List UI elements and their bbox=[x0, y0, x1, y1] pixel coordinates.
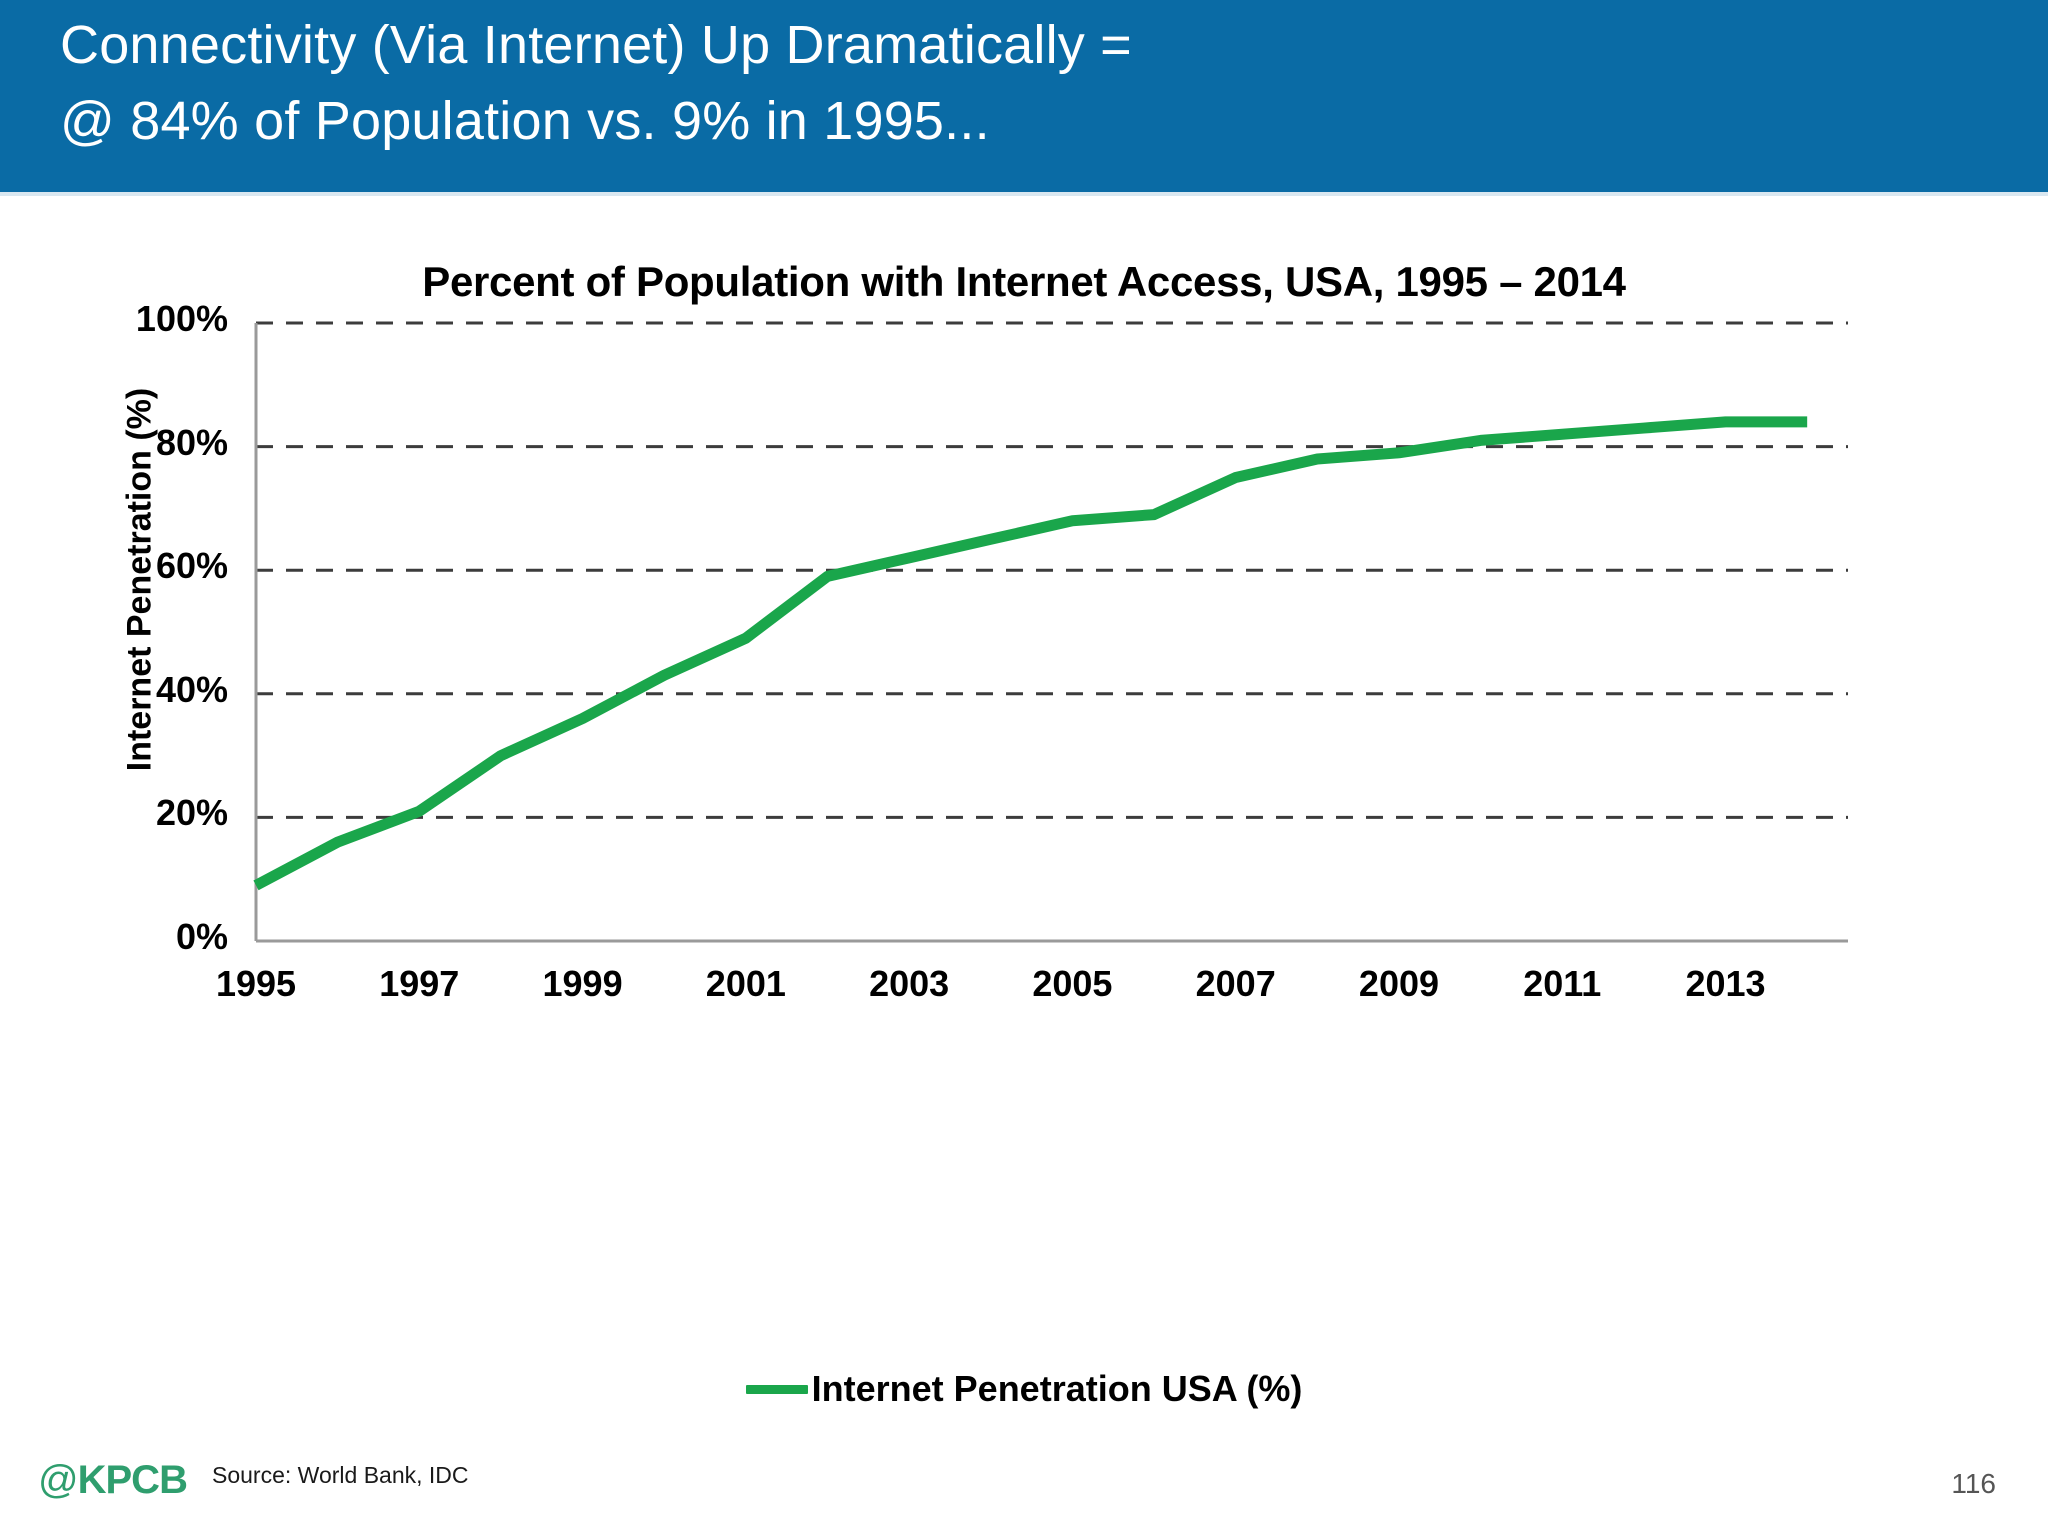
x-tick-label: 1997 bbox=[379, 963, 460, 1004]
x-tick-label: 2005 bbox=[1032, 963, 1113, 1004]
y-tick-label: 100% bbox=[135, 298, 228, 339]
legend-swatch-icon bbox=[745, 1384, 808, 1394]
y-tick-label: 20% bbox=[155, 792, 228, 834]
slide-title-line-2: @ 84% of Population vs. 9% in 1995... bbox=[60, 91, 990, 151]
y-tick-label: 0% bbox=[175, 916, 228, 957]
series-group bbox=[253, 416, 1808, 891]
x-tick-label: 2003 bbox=[869, 963, 950, 1004]
y-tick-label: 40% bbox=[155, 668, 228, 710]
page-number: 116 bbox=[1951, 1468, 1996, 1499]
slide-title-line-1: Connectivity (Via Internet) Up Dramatica… bbox=[60, 15, 1132, 75]
x-tick-label: 1999 bbox=[542, 963, 623, 1004]
slide-header-banner: Connectivity (Via Internet) Up Dramatica… bbox=[0, 0, 2048, 192]
chart-title: Percent of Population with Internet Acce… bbox=[422, 258, 1626, 305]
at-symbol-icon: @ bbox=[38, 1458, 79, 1502]
x-tick-label: 2001 bbox=[705, 963, 786, 1004]
x-tick-label: 1995 bbox=[215, 963, 297, 1004]
legend-entry-internet-penetration-usa: Internet Penetration USA (%) bbox=[745, 1368, 1303, 1410]
x-tick-label: 2007 bbox=[1195, 963, 1276, 1004]
x-tick-label: 2009 bbox=[1358, 963, 1440, 1004]
series-line-0 bbox=[253, 416, 1808, 891]
x-tick-label: 2013 bbox=[1685, 963, 1766, 1004]
gridlines-group bbox=[256, 321, 1848, 819]
header-divider bbox=[0, 192, 2048, 196]
y-tick-label: 60% bbox=[155, 545, 228, 587]
source-note: Source: World Bank, IDC bbox=[212, 1462, 469, 1488]
kpcb-logo-text: KPCB bbox=[77, 1458, 188, 1502]
y-tick-label: 80% bbox=[155, 421, 228, 463]
axes-group bbox=[254, 323, 1848, 943]
x-tick-label: 2011 bbox=[1523, 963, 1602, 1004]
chart-legend: Internet Penetration USA (%) bbox=[0, 1368, 2048, 1410]
legend-label: Internet Penetration USA (%) bbox=[811, 1368, 1303, 1409]
kpcb-logo: @KPCB bbox=[38, 1458, 188, 1502]
